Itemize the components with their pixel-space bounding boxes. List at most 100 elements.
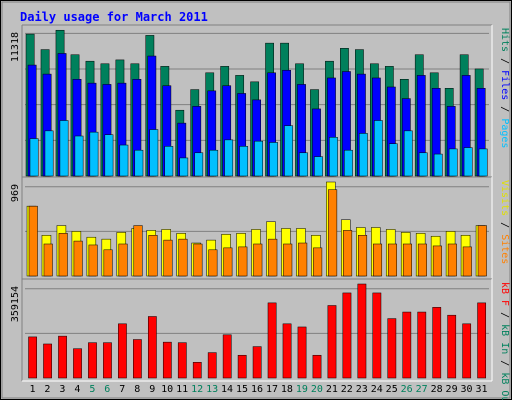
x-tick-label: 8 [134,384,140,395]
x-tick-label: 27 [416,384,428,395]
bar-kbf [402,311,412,379]
panel-1: 11318 Hits / Files / Pages [10,24,510,180]
bar-sites [238,246,248,277]
bar-kbf [297,326,307,379]
series-legend: Visits / Sites [499,180,510,264]
bar-pages [463,147,473,177]
x-tick-label: 31 [475,384,487,395]
bar-kbf [372,292,382,379]
bar-pages [224,139,234,177]
bar-sites [432,245,442,277]
bar-sites [417,243,427,277]
bar-sites [58,233,68,277]
bar-kbf [207,352,217,379]
x-tick-label: 25 [386,384,398,395]
series-legend: kB F / kB In / kB Out [499,282,510,400]
y-max-label: 11318 [10,32,21,62]
x-tick-label: 12 [191,384,203,395]
bar-kbf [192,362,202,379]
bar-sites [148,235,158,277]
bar-sites [43,243,53,277]
legend-item: Files [499,70,510,100]
bar-kbf [462,323,472,379]
x-tick-label: 3 [59,384,65,395]
legend-item: Pages [499,118,510,148]
bar-sites [462,246,472,277]
bar-pages [403,130,413,177]
bar-kbf [267,302,277,379]
bar-kbf [327,305,337,379]
bar-kbf [177,342,187,379]
x-tick-label: 5 [89,384,95,395]
bar-pages [179,157,189,177]
bar-pages [433,153,443,177]
x-tick-label: 2 [44,384,50,395]
bar-pages [374,120,383,177]
bar-kbf [28,336,37,379]
legend-item: / [499,216,510,234]
y-max-label: 359154 [10,286,21,322]
bar-pages [164,146,174,177]
bar-kbf [162,341,172,379]
bar-sites [313,247,323,277]
bar-pages [59,120,69,177]
x-tick-label: 21 [326,384,338,395]
bar-sites [28,205,38,277]
bar-sites [387,243,398,277]
x-tick-label: 30 [461,384,473,395]
bar-sites [73,240,83,277]
legend-item: Visits [499,180,510,216]
bar-kbf [237,354,247,379]
bar-sites [477,225,487,277]
x-tick-label: 4 [74,384,80,395]
legend-item: / [499,306,510,324]
x-tick-label: 6 [104,384,110,395]
bar-kbf [133,339,142,379]
bar-kbf [342,292,352,379]
bar-pages [284,125,293,177]
x-tick-label: 26 [401,384,413,395]
x-tick-label: 14 [221,384,233,395]
bar-kbf [312,354,322,379]
bar-pages [209,149,219,177]
bar-sites [253,243,263,277]
x-tick-label: 13 [206,384,218,395]
legend-item: / [499,52,510,70]
bar-kbf [387,318,397,379]
bar-sites [163,239,173,277]
panel-2: 969 Visits / Sites [10,176,510,280]
bar-sites [118,243,128,277]
bar-pages [194,152,204,177]
bar-kbf [147,316,157,379]
bar-pages [478,148,488,177]
x-tick-label: 22 [341,384,353,395]
bar-sites [208,249,218,277]
x-tick-label: 7 [119,384,125,395]
x-tick-label: 15 [236,384,248,395]
bar-sites [88,244,98,277]
bar-kbf [252,346,262,379]
x-tick-label: 20 [311,384,323,395]
legend-item: / [499,100,510,118]
bar-sites [268,238,278,277]
bar-sites [103,249,113,277]
bar-sites [358,235,368,277]
chart-title: Daily usage for March 2011 [20,10,208,24]
bar-kbf [432,307,442,379]
x-tick-label: 9 [149,384,155,395]
bar-sites [328,189,338,277]
x-tick-label: 23 [356,384,368,395]
bar-kbf [282,323,292,379]
bar-kbf [103,342,112,379]
bar-pages [418,152,428,177]
bar-pages [344,149,353,177]
bar-pages [239,146,249,177]
bar-kbf [58,335,67,379]
bar-kbf [447,314,457,379]
bar-pages [74,135,84,177]
bar-pages [329,137,338,177]
bar-pages [29,138,39,177]
bar-pages [44,130,54,177]
bar-kbf [88,342,97,379]
